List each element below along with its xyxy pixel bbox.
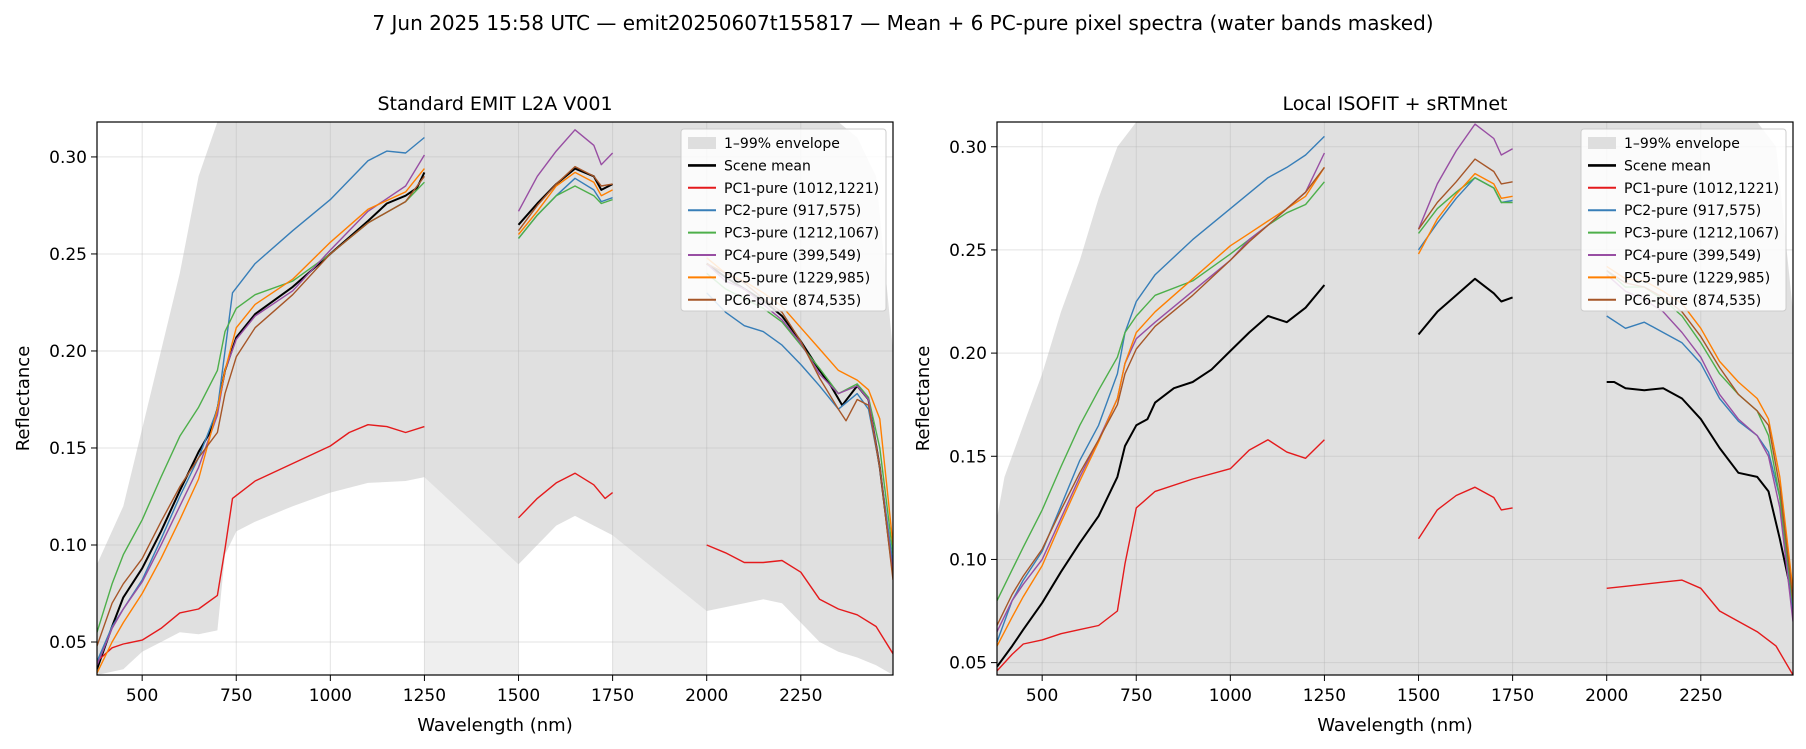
series-PC3-segment-1 bbox=[517, 185, 613, 239]
legend-label-PC5: PC5-pure (1229,985) bbox=[1624, 270, 1770, 286]
y-tick-label-0: 0.05 bbox=[949, 654, 987, 674]
x-tick-label-3: 1250 bbox=[1303, 686, 1346, 706]
y-tick-label-5: 0.30 bbox=[49, 148, 87, 168]
series-mean-segment-2 bbox=[1606, 381, 1793, 601]
axes-frame bbox=[996, 121, 1794, 676]
legend-label-PC3: PC3-pure (1212,1067) bbox=[724, 226, 879, 242]
series-PC1-segment-0 bbox=[997, 439, 1325, 672]
legend-label-PC4: PC4-pure (399,549) bbox=[1624, 248, 1761, 264]
series-PC5-segment-0 bbox=[997, 167, 1325, 647]
series-PC1-segment-2 bbox=[1606, 579, 1793, 675]
series-PC5-segment-1 bbox=[1417, 172, 1513, 255]
series-PC6-segment-1 bbox=[517, 165, 613, 232]
series-PC6-segment-1 bbox=[1417, 158, 1513, 230]
series-PC5-segment-0 bbox=[97, 168, 425, 674]
legend-label-mean: Scene mean bbox=[1624, 158, 1711, 174]
legend-label-PC2: PC2-pure (917,575) bbox=[724, 203, 861, 219]
y-tick-label-5: 0.30 bbox=[949, 138, 987, 158]
y-tick-label-1: 0.10 bbox=[49, 536, 87, 556]
x-tick-label-1: 750 bbox=[1120, 686, 1152, 706]
x-tick-label-2: 1000 bbox=[1209, 686, 1252, 706]
series-mean-segment-1 bbox=[1417, 277, 1513, 336]
series-mean-segment-1 bbox=[517, 167, 614, 226]
y-tick-label-4: 0.25 bbox=[49, 245, 87, 265]
legend: 1–99% envelope Scene mean PC1-pure (1012,1… bbox=[680, 128, 887, 312]
series-PC2-segment-2 bbox=[1606, 315, 1793, 612]
series-PC2-segment-0 bbox=[97, 136, 425, 662]
x-tick-label-7: 2250 bbox=[1679, 686, 1722, 706]
x-tick-label-0: 500 bbox=[1026, 686, 1058, 706]
y-tick-label-2: 0.15 bbox=[49, 439, 87, 459]
x-tick-label-1: 750 bbox=[220, 686, 252, 706]
legend-envelope-label: 1–99% envelope bbox=[1624, 136, 1740, 152]
figure-suptitle: 7 Jun 2025 15:58 UTC — emit20250607t1558… bbox=[372, 11, 1433, 35]
legend-envelope-label: 1–99% envelope bbox=[724, 136, 840, 152]
y-tick-label-2: 0.15 bbox=[949, 447, 987, 467]
legend-label-PC5: PC5-pure (1229,985) bbox=[724, 270, 870, 286]
series-PC1-segment-1 bbox=[1417, 486, 1513, 540]
series-PC5-segment-1 bbox=[517, 171, 613, 235]
legend-label-mean: Scene mean bbox=[724, 158, 811, 174]
x-tick-label-6: 2000 bbox=[1585, 686, 1628, 706]
legend-label-PC1: PC1-pure (1012,1221) bbox=[1624, 181, 1779, 197]
legend-envelope-swatch bbox=[1588, 137, 1616, 149]
series-mean-segment-0 bbox=[997, 284, 1326, 668]
legend-box bbox=[680, 128, 887, 312]
legend-label-PC3: PC3-pure (1212,1067) bbox=[1624, 226, 1779, 242]
panel-standard-emit: 500 750 1000 1250 1500 1750 2000 2250 0.05 0.10 0.… bbox=[13, 93, 894, 736]
x-tick-label-0: 500 bbox=[126, 686, 158, 706]
legend-box bbox=[1580, 128, 1787, 312]
legend-label-PC1: PC1-pure (1012,1221) bbox=[724, 181, 879, 197]
axes-frame bbox=[96, 121, 894, 676]
x-tick-label-2: 1000 bbox=[309, 686, 352, 706]
y-axis-label: Reflectance bbox=[13, 346, 34, 452]
y-axis-label: Reflectance bbox=[913, 346, 934, 452]
series-PC1-segment-1 bbox=[517, 472, 614, 519]
x-tick-label-7: 2250 bbox=[779, 686, 822, 706]
series-PC1-segment-2 bbox=[706, 544, 893, 655]
x-tick-label-5: 1750 bbox=[591, 686, 634, 706]
y-tick-label-3: 0.20 bbox=[49, 342, 87, 362]
x-tick-label-6: 2000 bbox=[685, 686, 728, 706]
series-PC4-segment-1 bbox=[1417, 123, 1513, 230]
panel-title: Standard EMIT L2A V001 bbox=[377, 93, 612, 115]
legend-label-PC2: PC2-pure (917,575) bbox=[1624, 203, 1761, 219]
x-tick-label-4: 1500 bbox=[497, 686, 540, 706]
x-axis-label: Wavelength (nm) bbox=[417, 715, 573, 736]
legend-label-PC6: PC6-pure (874,535) bbox=[724, 293, 861, 309]
legend-envelope-swatch bbox=[688, 137, 716, 149]
legend: 1–99% envelope Scene mean PC1-pure (1012,1… bbox=[1580, 128, 1787, 312]
x-axis-label: Wavelength (nm) bbox=[1317, 715, 1473, 736]
y-tick-label-1: 0.10 bbox=[949, 550, 987, 570]
series-PC6-segment-0 bbox=[97, 175, 425, 647]
panel-local-isofit: 500 750 1000 1250 1500 1750 2000 2250 0.05 0.10 0.… bbox=[913, 93, 1794, 736]
series-PC6-segment-0 bbox=[997, 166, 1325, 626]
series-PC4-segment-1 bbox=[517, 129, 614, 212]
x-tick-label-5: 1750 bbox=[1491, 686, 1534, 706]
legend-label-PC4: PC4-pure (399,549) bbox=[724, 248, 861, 264]
x-tick-label-4: 1500 bbox=[1397, 686, 1440, 706]
series-PC3-segment-1 bbox=[1417, 177, 1513, 234]
x-tick-label-3: 1250 bbox=[403, 686, 446, 706]
panel-title: Local ISOFIT + sRTMnet bbox=[1283, 93, 1508, 115]
y-tick-label-0: 0.05 bbox=[49, 633, 87, 653]
legend-label-PC6: PC6-pure (874,535) bbox=[1624, 293, 1761, 309]
series-PC1-segment-0 bbox=[97, 424, 425, 662]
y-tick-label-3: 0.20 bbox=[949, 344, 987, 364]
y-tick-label-4: 0.25 bbox=[949, 241, 987, 261]
